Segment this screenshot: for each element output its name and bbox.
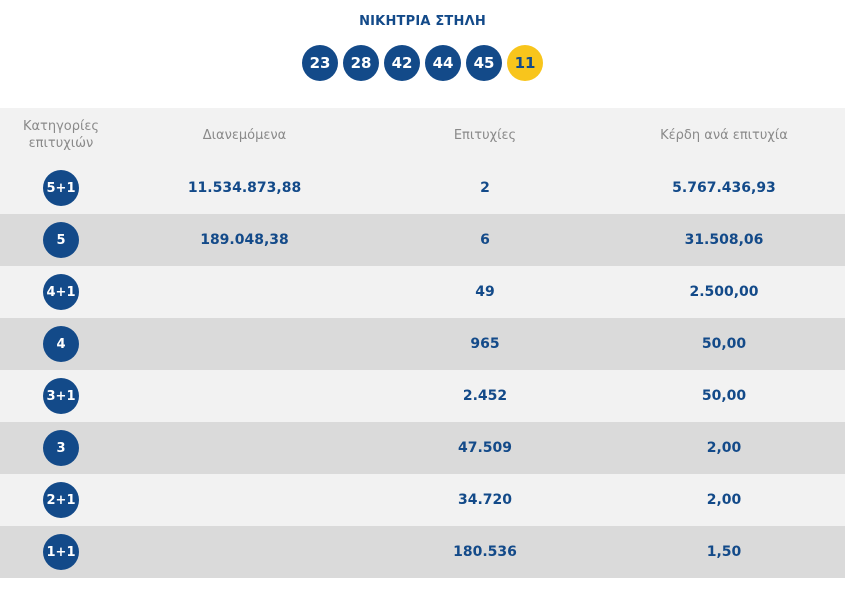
winners-cell: 180.536 [453, 544, 517, 560]
winners-cell: 49 [475, 284, 495, 300]
number-ball: 28 [343, 45, 379, 81]
number-ball: 45 [466, 45, 502, 81]
category-badge: 5 [43, 222, 79, 258]
category-badge: 2+1 [43, 482, 79, 518]
category-badge: 4 [43, 326, 79, 362]
header-distributed: Διανεμόμενα [202, 127, 287, 143]
winners-cell: 34.720 [457, 492, 513, 508]
number-ball: 23 [302, 45, 338, 81]
table-row: 3+1 2.452 50,00 [0, 370, 845, 422]
category-badge: 1+1 [43, 534, 79, 570]
prize-cell: 50,00 [701, 388, 747, 404]
table-row: 4+1 49 2.500,00 [0, 266, 845, 318]
distributed-cell: 189.048,38 [200, 232, 289, 248]
prize-cell: 2,00 [706, 492, 742, 508]
winners-cell: 6 [480, 232, 490, 248]
prize-cell: 1,50 [706, 544, 742, 560]
winning-numbers: 23 28 42 44 45 11 [0, 45, 845, 81]
prize-cell: 31.508,06 [684, 232, 764, 248]
number-ball: 42 [384, 45, 420, 81]
table-row: 1+1 180.536 1,50 [0, 526, 845, 578]
distributed-cell: 11.534.873,88 [187, 180, 302, 196]
category-badge: 3+1 [43, 378, 79, 414]
table-row: 4 965 50,00 [0, 318, 845, 370]
header-category: Κατηγορίες επιτυχιών [22, 119, 100, 151]
table-row: 2+1 34.720 2,00 [0, 474, 845, 526]
winners-cell: 965 [470, 336, 500, 352]
table-header: Κατηγορίες επιτυχιών Διανεμόμενα Επιτυχί… [0, 108, 845, 162]
winners-cell: 2.452 [462, 388, 508, 404]
header-prize: Κέρδη ανά επιτυχία [660, 127, 788, 143]
winners-cell: 47.509 [457, 440, 513, 456]
winners-cell: 2 [480, 180, 490, 196]
table-row: 3 47.509 2,00 [0, 422, 845, 474]
header-winners: Επιτυχίες [453, 127, 517, 143]
category-badge: 3 [43, 430, 79, 466]
prize-cell: 2,00 [706, 440, 742, 456]
prize-cell: 5.767.436,93 [672, 180, 776, 196]
category-badge: 4+1 [43, 274, 79, 310]
category-badge: 5+1 [43, 170, 79, 206]
winning-column-title: ΝΙΚΗΤΡΙΑ ΣΤΗΛΗ [359, 14, 486, 29]
prize-cell: 2.500,00 [689, 284, 759, 300]
joker-ball: 11 [507, 45, 543, 81]
number-ball: 44 [425, 45, 461, 81]
prize-cell: 50,00 [701, 336, 747, 352]
table-row: 5 189.048,38 6 31.508,06 [0, 214, 845, 266]
table-row: 5+1 11.534.873,88 2 5.767.436,93 [0, 162, 845, 214]
prize-table: Κατηγορίες επιτυχιών Διανεμόμενα Επιτυχί… [0, 108, 845, 578]
